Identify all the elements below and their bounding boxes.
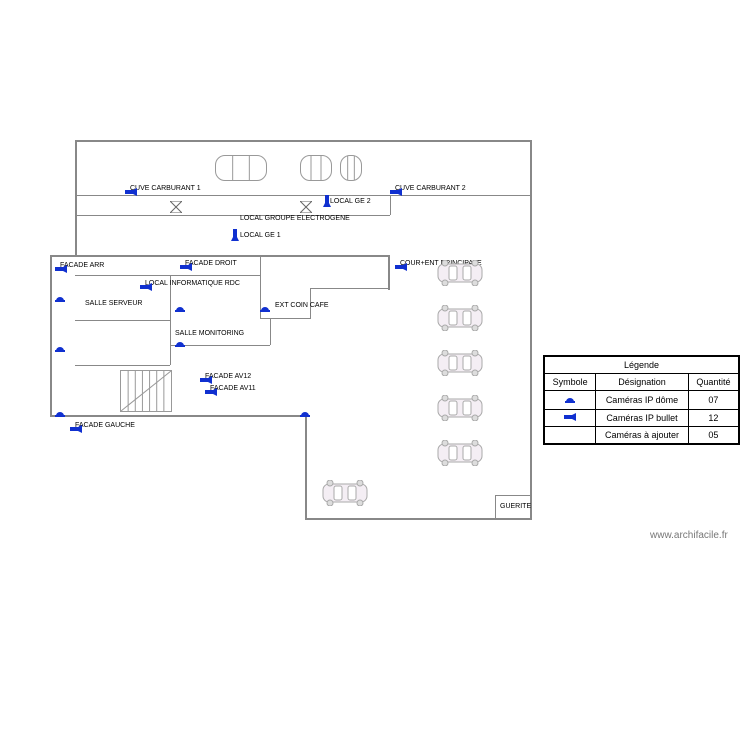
legend-qty: 07 [688, 391, 738, 410]
legend-header: Symbole [545, 374, 596, 391]
car-icon [435, 440, 485, 466]
camera-bullet-icon [180, 258, 190, 266]
floorplan-label: EXT COIN CAFE [275, 302, 329, 309]
camera-bullet-icon [70, 420, 80, 428]
legend-title: Légende [545, 357, 739, 374]
camera-dome-icon [260, 300, 270, 308]
camera-dome-icon [55, 405, 65, 413]
legend-designation: Caméras IP bullet [596, 410, 689, 427]
legend-qty: 12 [688, 410, 738, 427]
floorplan-label: SALLE SERVEUR [85, 300, 142, 307]
generator-icon [170, 200, 182, 212]
generator-icon [300, 200, 312, 212]
car-icon [435, 395, 485, 421]
legend-symbol [545, 427, 596, 444]
camera-bullet-icon [390, 183, 400, 191]
legend-symbol [545, 391, 596, 410]
camera-bullet-icon [205, 383, 215, 391]
camera-bullet-icon [125, 183, 135, 191]
camera-dome-icon [55, 340, 65, 348]
floorplan-label: LOCAL GE 1 [240, 232, 281, 239]
legend-designation: Caméras à ajouter [596, 427, 689, 444]
camera-bullet-icon [236, 229, 244, 239]
floorplan-label: CUVE CARBURANT 2 [395, 185, 466, 192]
legend-symbol [545, 410, 596, 427]
camera-bullet-icon [140, 278, 150, 286]
car-icon [435, 350, 485, 376]
camera-bullet-icon [200, 371, 210, 379]
car-icon [435, 305, 485, 331]
camera-dome-icon [175, 300, 185, 308]
floorplan-label: GUERITE [500, 503, 531, 510]
floorplan-label: FACADE GAUCHE [75, 422, 135, 429]
legend-table: LégendeSymboleDésignationQuantitéCaméras… [543, 355, 740, 445]
floorplan-label: FACADE DROIT [185, 260, 237, 267]
floorplan-label: LOCAL GROUPE ELECTROGENE [240, 215, 350, 222]
camera-dome-icon [55, 290, 65, 298]
camera-dome-icon [175, 335, 185, 343]
camera-bullet-icon [55, 260, 65, 268]
car-icon [435, 260, 485, 286]
car-icon [320, 480, 370, 506]
footer-link: www.archifacile.fr [650, 530, 728, 541]
tank-icon [300, 155, 332, 181]
camera-dome-icon [300, 405, 310, 413]
legend-designation: Caméras IP dôme [596, 391, 689, 410]
floorplan-label: LOCAL INFORMATIQUE RDC [145, 280, 240, 287]
legend-header: Quantité [688, 374, 738, 391]
tank-icon [215, 155, 267, 181]
tank-icon [340, 155, 362, 181]
legend-header: Désignation [596, 374, 689, 391]
camera-bullet-icon [395, 258, 405, 266]
floorplan-label: CUVE CARBURANT 1 [130, 185, 201, 192]
camera-bullet-icon [328, 195, 336, 205]
floorplan-label: SALLE MONITORING [175, 330, 244, 337]
legend-qty: 05 [688, 427, 738, 444]
stairs-icon [120, 370, 172, 412]
floorplan-label: LOCAL GE 2 [330, 198, 371, 205]
